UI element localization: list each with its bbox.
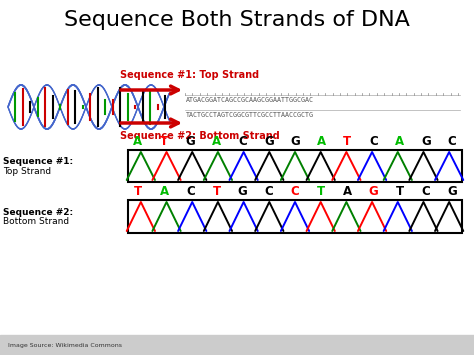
Text: Sequence #2:: Sequence #2: xyxy=(3,208,73,217)
Text: A: A xyxy=(212,135,221,148)
Text: Top Strand: Top Strand xyxy=(3,166,51,175)
Text: Sequence #1: Top Strand: Sequence #1: Top Strand xyxy=(120,70,259,80)
Text: Sequence #1:: Sequence #1: xyxy=(3,158,73,166)
Text: G: G xyxy=(421,135,431,148)
Text: T: T xyxy=(134,185,142,198)
Text: A: A xyxy=(395,135,404,148)
Bar xyxy=(128,200,462,233)
Text: G: G xyxy=(290,135,300,148)
Text: C: C xyxy=(447,135,456,148)
Text: Bottom Strand: Bottom Strand xyxy=(3,217,69,226)
Text: C: C xyxy=(238,135,247,148)
Bar xyxy=(0,335,474,355)
Text: ATGACGGATCAGCCGCAAGCGGAATTGGCGAC: ATGACGGATCAGCCGCAAGCGGAATTGGCGAC xyxy=(186,97,314,103)
Bar xyxy=(128,150,462,182)
Text: T: T xyxy=(317,185,325,198)
Text: C: C xyxy=(421,185,430,198)
Text: Sequence Both Strands of DNA: Sequence Both Strands of DNA xyxy=(64,10,410,30)
Text: C: C xyxy=(369,135,378,148)
Text: G: G xyxy=(447,185,457,198)
Text: A: A xyxy=(134,135,143,148)
Text: A: A xyxy=(343,185,352,198)
Text: G: G xyxy=(369,185,378,198)
Text: T: T xyxy=(212,185,220,198)
Text: A: A xyxy=(160,185,169,198)
Text: A: A xyxy=(317,135,326,148)
Text: G: G xyxy=(238,185,247,198)
Text: Image Source: Wikimedia Commons: Image Source: Wikimedia Commons xyxy=(8,343,122,348)
Text: Sequence #2: Bottom Strand: Sequence #2: Bottom Strand xyxy=(120,131,280,141)
Text: G: G xyxy=(264,135,273,148)
Text: T: T xyxy=(160,135,168,148)
Text: T: T xyxy=(396,185,404,198)
Text: T: T xyxy=(343,135,351,148)
Text: C: C xyxy=(291,185,300,198)
Text: C: C xyxy=(186,185,195,198)
Text: G: G xyxy=(185,135,195,148)
Text: TACTGCCTAGTCGGCGTTCGCCTTAACCGCTG: TACTGCCTAGTCGGCGTTCGCCTTAACCGCTG xyxy=(186,112,314,118)
Text: C: C xyxy=(264,185,273,198)
